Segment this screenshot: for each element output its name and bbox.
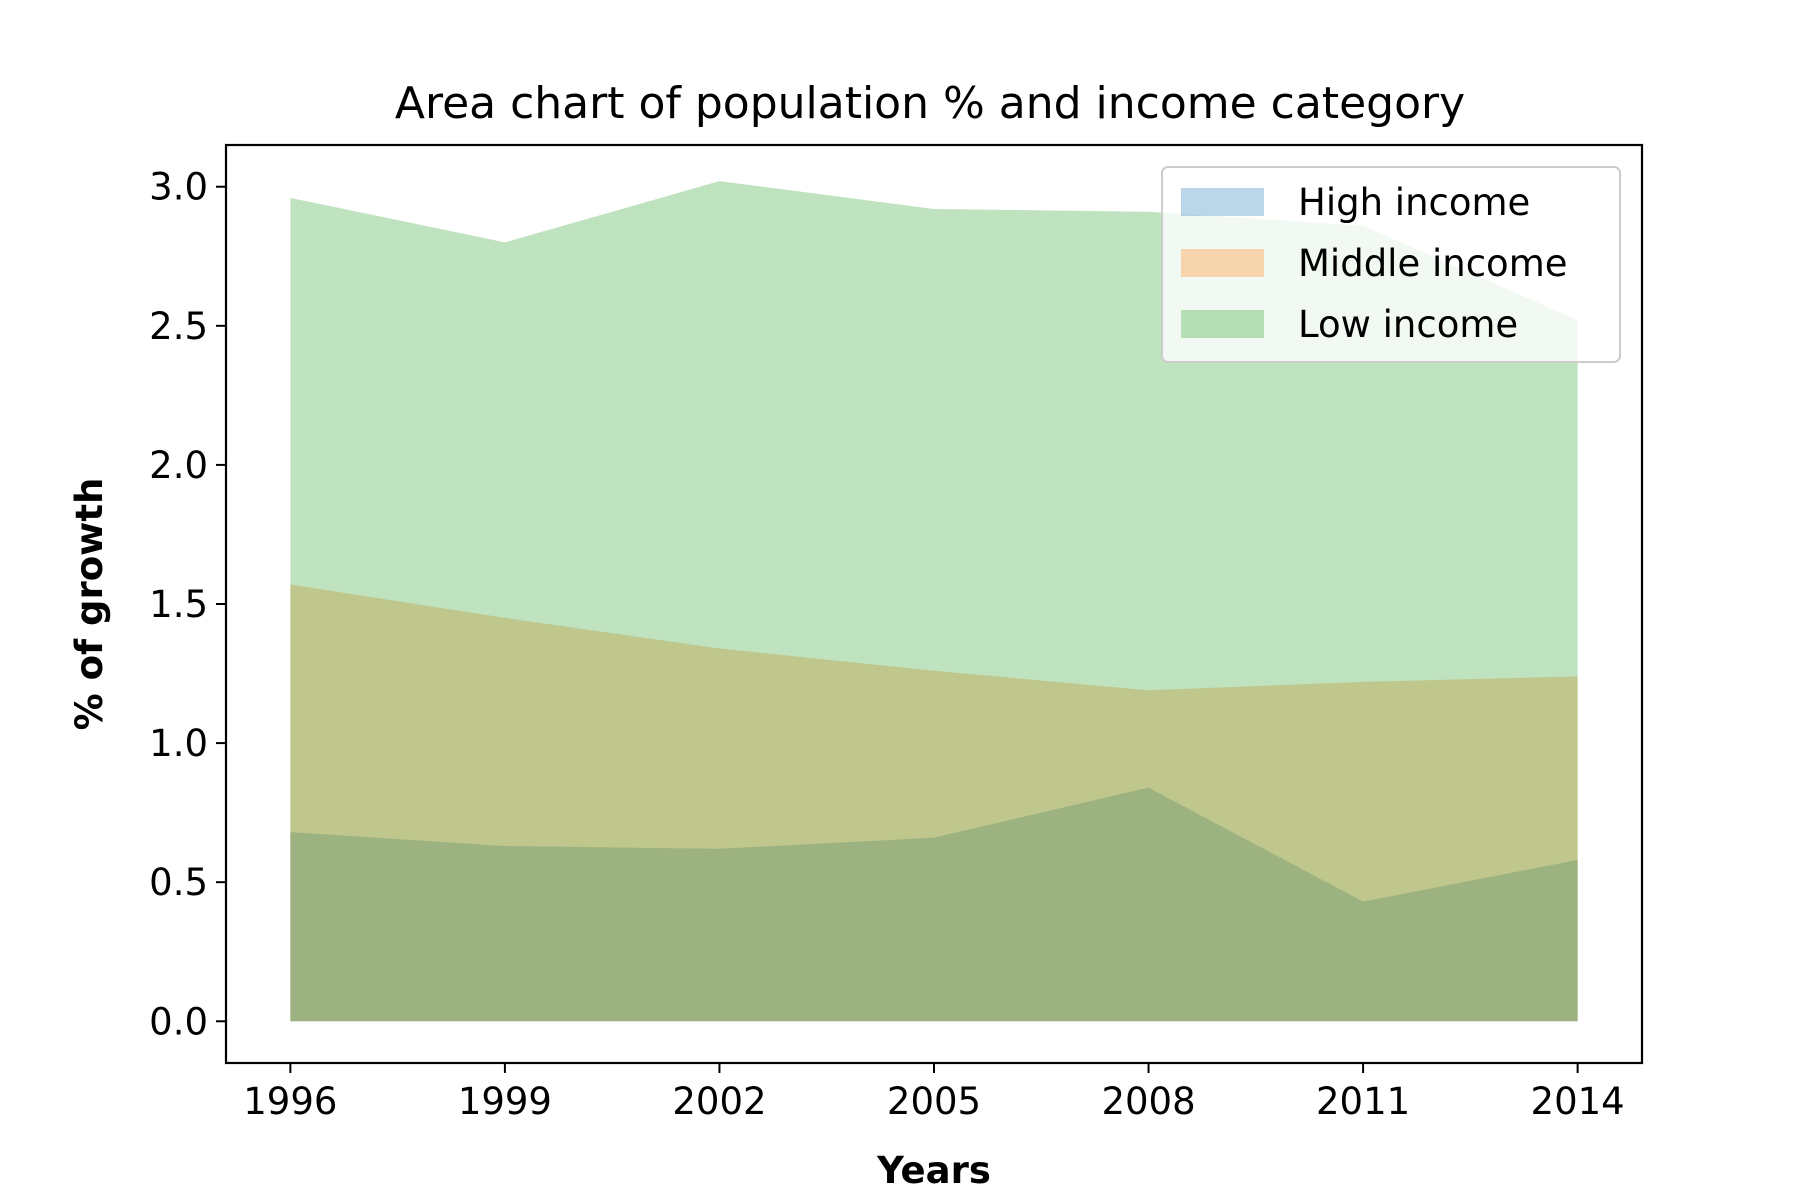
y-tick-label: 0.0 bbox=[149, 1000, 208, 1043]
legend-swatch-low-income bbox=[1181, 310, 1264, 338]
legend-label-middle-income: Middle income bbox=[1298, 242, 1568, 285]
areas-layer bbox=[290, 181, 1578, 1022]
y-tick-label: 3.0 bbox=[149, 166, 208, 209]
x-tick-label: 2002 bbox=[672, 1080, 766, 1123]
legend-label-high-income: High income bbox=[1298, 181, 1530, 224]
area-low-income bbox=[290, 181, 1578, 1022]
y-tick-label: 1.5 bbox=[149, 583, 208, 626]
y-tick-label: 2.0 bbox=[149, 444, 208, 487]
legend-entries: High income Middle income Low income bbox=[1181, 181, 1568, 346]
y-tick-label: 1.0 bbox=[149, 722, 208, 765]
chart-title: Area chart of population % and income ca… bbox=[395, 78, 1465, 129]
legend-label-low-income: Low income bbox=[1298, 303, 1518, 346]
x-axis-label: Years bbox=[876, 1149, 991, 1192]
x-tick-label: 2014 bbox=[1531, 1080, 1625, 1123]
x-axis: 1996 1999 2002 2005 2008 2011 2014 bbox=[243, 1063, 1625, 1123]
legend-box bbox=[1161, 166, 1621, 363]
x-tick-label: 2011 bbox=[1316, 1080, 1410, 1123]
legend-swatch-high-income bbox=[1181, 188, 1264, 216]
x-tick-label: 1999 bbox=[458, 1080, 552, 1123]
area-high-income bbox=[290, 787, 1578, 1022]
x-tick-label: 2005 bbox=[887, 1080, 981, 1123]
x-tick-label: 1996 bbox=[243, 1080, 337, 1123]
y-axis-label: % of growth bbox=[68, 478, 111, 731]
legend: High income Middle income Low income bbox=[1161, 166, 1621, 363]
legend-swatch-middle-income bbox=[1181, 249, 1264, 277]
y-tick-label: 0.5 bbox=[149, 861, 208, 904]
y-axis: 0.0 0.5 1.0 1.5 2.0 2.5 3.0 bbox=[149, 166, 226, 1043]
area-middle-income bbox=[290, 584, 1578, 1022]
y-tick-label: 2.5 bbox=[149, 305, 208, 348]
x-tick-label: 2008 bbox=[1101, 1080, 1195, 1123]
